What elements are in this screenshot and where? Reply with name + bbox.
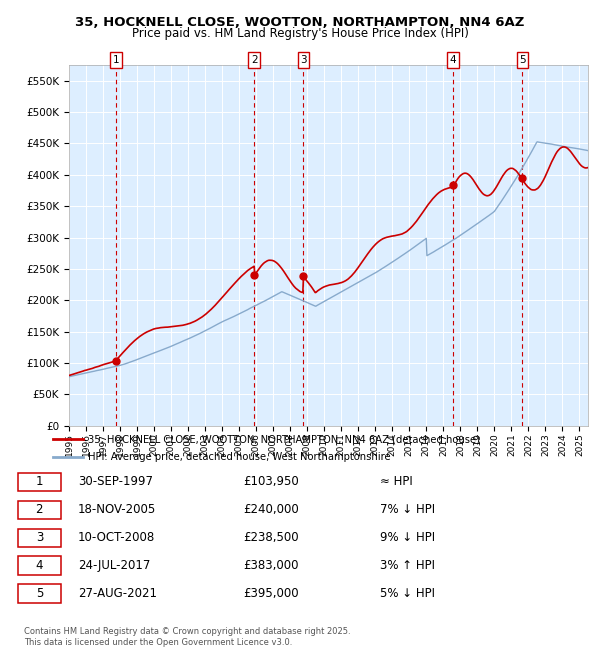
Text: £240,000: £240,000: [243, 503, 299, 516]
Text: 35, HOCKNELL CLOSE, WOOTTON, NORTHAMPTON, NN4 6AZ: 35, HOCKNELL CLOSE, WOOTTON, NORTHAMPTON…: [76, 16, 524, 29]
Text: Price paid vs. HM Land Registry's House Price Index (HPI): Price paid vs. HM Land Registry's House …: [131, 27, 469, 40]
Text: 10-OCT-2008: 10-OCT-2008: [78, 532, 155, 544]
FancyBboxPatch shape: [18, 584, 61, 603]
Text: 9% ↓ HPI: 9% ↓ HPI: [380, 532, 435, 544]
Text: 24-JUL-2017: 24-JUL-2017: [78, 559, 150, 573]
Text: 30-SEP-1997: 30-SEP-1997: [78, 475, 153, 489]
FancyBboxPatch shape: [18, 473, 61, 491]
Text: 4: 4: [449, 55, 456, 65]
Text: 3% ↑ HPI: 3% ↑ HPI: [380, 559, 435, 573]
Text: 1: 1: [35, 475, 43, 489]
Text: HPI: Average price, detached house, West Northamptonshire: HPI: Average price, detached house, West…: [88, 452, 391, 462]
Text: 35, HOCKNELL CLOSE, WOOTTON, NORTHAMPTON, NN4 6AZ (detached house): 35, HOCKNELL CLOSE, WOOTTON, NORTHAMPTON…: [88, 434, 480, 444]
Text: £383,000: £383,000: [243, 559, 299, 573]
Text: 2: 2: [35, 503, 43, 516]
FancyBboxPatch shape: [18, 500, 61, 519]
Text: £238,500: £238,500: [243, 532, 299, 544]
Text: 5% ↓ HPI: 5% ↓ HPI: [380, 588, 435, 601]
Text: £395,000: £395,000: [243, 588, 299, 601]
Text: £103,950: £103,950: [243, 475, 299, 489]
FancyBboxPatch shape: [18, 556, 61, 575]
FancyBboxPatch shape: [18, 528, 61, 547]
Text: 5: 5: [35, 588, 43, 601]
Text: Contains HM Land Registry data © Crown copyright and database right 2025.
This d: Contains HM Land Registry data © Crown c…: [24, 627, 350, 647]
Text: 18-NOV-2005: 18-NOV-2005: [78, 503, 156, 516]
Text: 7% ↓ HPI: 7% ↓ HPI: [380, 503, 435, 516]
Text: 4: 4: [35, 559, 43, 573]
Text: 27-AUG-2021: 27-AUG-2021: [78, 588, 157, 601]
Text: 1: 1: [112, 55, 119, 65]
Text: 5: 5: [519, 55, 526, 65]
Text: 3: 3: [35, 532, 43, 544]
Text: 3: 3: [300, 55, 307, 65]
Text: ≈ HPI: ≈ HPI: [380, 475, 413, 489]
Text: 2: 2: [251, 55, 257, 65]
